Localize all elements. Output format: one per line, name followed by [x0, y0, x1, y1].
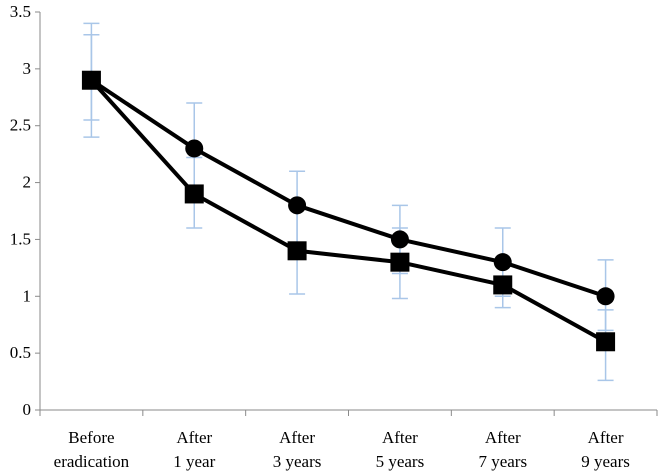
square-marker	[184, 184, 204, 204]
y-tick-label: 3.5	[10, 2, 31, 21]
y-axis-ticks: 0 0.5 1 1.5 2 2.5 3 3.5	[10, 2, 40, 419]
x-tick-label: 3 years	[273, 452, 322, 471]
square-marker	[390, 252, 410, 272]
x-axis-ticks: Before eradication After 1 year After 3 years…	[39, 410, 658, 471]
circle-marker	[596, 287, 615, 306]
x-tick-label: After	[588, 428, 624, 447]
y-tick-label: 1.5	[10, 229, 31, 248]
y-tick-label: 3	[23, 59, 32, 78]
circle-marker	[493, 253, 512, 272]
circle-marker	[390, 230, 409, 249]
x-tick-label: 7 years	[478, 452, 527, 471]
square-marker	[287, 241, 307, 261]
x-tick-label: After	[382, 428, 418, 447]
x-tick-label: After	[176, 428, 212, 447]
y-tick-label: 1	[23, 286, 32, 305]
x-tick-label: 1 year	[173, 452, 215, 471]
square-marker	[81, 70, 101, 90]
axes	[39, 12, 657, 411]
circle-marker	[288, 196, 307, 215]
x-tick-label: After	[485, 428, 521, 447]
series-lines	[89, 78, 607, 344]
y-tick-label: 2.5	[10, 116, 31, 135]
y-tick-label: 2	[23, 173, 32, 192]
square-marker	[596, 332, 616, 352]
x-tick-label: After	[279, 428, 315, 447]
error-bars	[83, 22, 614, 382]
y-tick-label: 0	[23, 400, 32, 419]
x-tick-label: eradication	[54, 452, 130, 471]
y-tick-label: 0.5	[10, 343, 31, 362]
x-tick-label: Before	[68, 428, 114, 447]
series-markers	[81, 70, 616, 352]
circle-series-line	[90, 78, 607, 299]
x-tick-label: 5 years	[376, 452, 425, 471]
square-marker	[493, 275, 513, 295]
square-series-line	[89, 78, 607, 344]
circle-marker	[185, 139, 204, 158]
x-tick-label: 9 years	[581, 452, 630, 471]
